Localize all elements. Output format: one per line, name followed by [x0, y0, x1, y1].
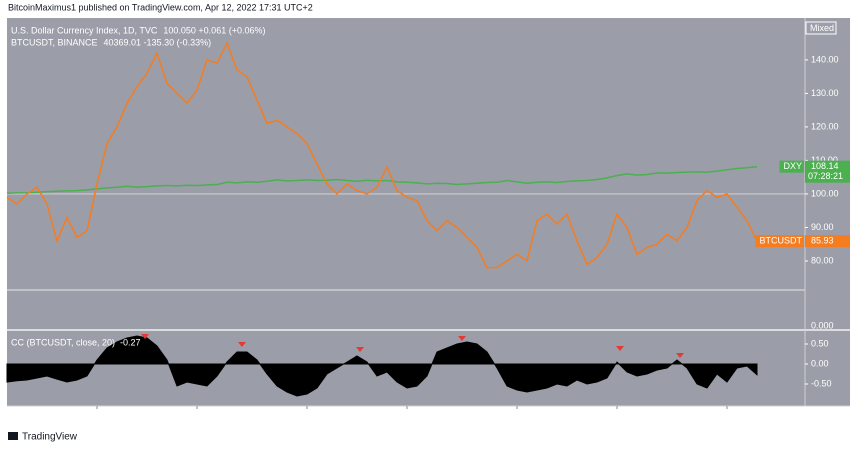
- y-tick-label: 130.00: [811, 88, 839, 98]
- y-tick-label: 90.00: [811, 222, 834, 232]
- legend-name: BTCUSDT, BINANCE: [11, 37, 98, 47]
- indicator-value: -0.27: [120, 337, 141, 347]
- line-series: [6, 41, 758, 269]
- pane-label: 0.000: [811, 320, 834, 330]
- price-label: 108.14: [811, 161, 839, 171]
- footer: TradingView: [22, 432, 78, 443]
- y-tick-label: 120.00: [811, 121, 839, 131]
- scale-mode-box[interactable]: [805, 21, 837, 35]
- countdown: 07:28:21: [808, 171, 843, 181]
- x-tick-label: Apr: [720, 409, 734, 419]
- indicator-title: CC (BTCUSDT, close, 20): [11, 337, 115, 347]
- tradingview-logo: [8, 432, 18, 440]
- y-tick-label: 100.00: [811, 188, 839, 198]
- x-tick-label: Oct: [90, 409, 105, 419]
- y-tick-label: -0.50: [811, 378, 832, 388]
- price-label: 85.93: [811, 235, 834, 245]
- x-tick-label: 2022: [397, 409, 417, 419]
- header: BitcoinMaximus1 published on TradingView…: [8, 2, 313, 12]
- y-tick-label: 80.00: [811, 255, 834, 265]
- line-series: [6, 165, 758, 195]
- area-series: [6, 335, 758, 397]
- series-label: BTCUSDT: [760, 235, 803, 245]
- series-label-box: [755, 235, 804, 248]
- series-label: DXY: [783, 161, 802, 171]
- price-label-box: [805, 235, 850, 248]
- legend-values: 40369.01 -135.30 (-0.33%): [104, 37, 212, 47]
- x-tick-label: Dec: [299, 409, 316, 419]
- y-tick-label: 0.00: [811, 358, 829, 368]
- x-tick-label: Mar: [609, 409, 625, 419]
- x-tick-label: Feb: [509, 409, 525, 419]
- x-tick-label: Nov: [189, 409, 206, 419]
- y-tick-label: 0.50: [811, 338, 829, 348]
- series-label-box: [779, 160, 804, 173]
- scale-mode[interactable]: Mixed: [810, 23, 834, 33]
- y-tick-label: 110.00: [811, 155, 838, 165]
- y-tick-label: 140.00: [811, 54, 839, 64]
- legend-name: U.S. Dollar Currency Index, 1D, TVC: [11, 25, 158, 35]
- price-label-box: [805, 160, 850, 183]
- signal-markers: [141, 334, 684, 358]
- legend-values: 100.050 +0.061 (+0.06%): [163, 25, 265, 35]
